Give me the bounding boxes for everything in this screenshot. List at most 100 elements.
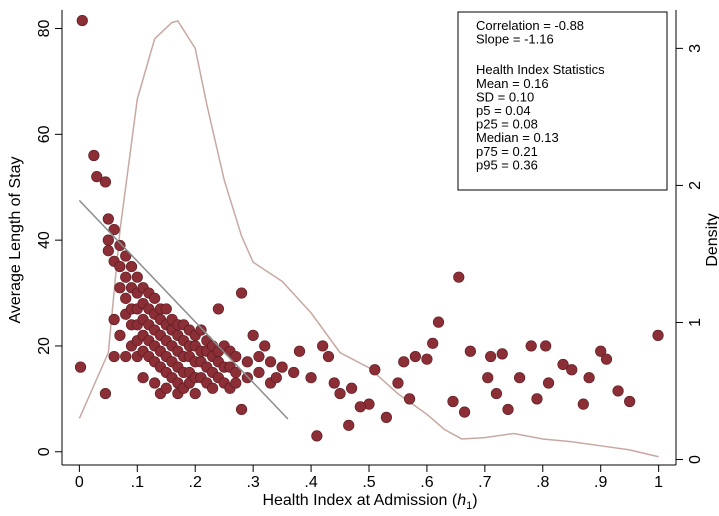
scatter-point [427,337,439,349]
scatter-point [230,350,242,363]
scatter-point [464,345,476,357]
scatter-point [514,372,526,384]
scatter-point [624,395,636,408]
y2-axis-label: Density [704,213,719,266]
scatter-point [253,366,265,379]
scatter-point [114,260,126,273]
scatter-point [482,372,494,384]
scatter-point [612,385,624,397]
scatter-point [346,382,358,394]
scatter-point [600,353,613,365]
y-tick-label: 80 [36,20,53,38]
stats-box [457,11,668,191]
x-tick-label: .9 [594,474,607,491]
scatter-point [540,340,552,352]
y2-tick-label: 1 [687,318,704,327]
x-tick-label: .3 [246,474,259,491]
scatter-point [189,387,201,400]
y-tick-label: 0 [36,447,53,456]
scatter-point [212,303,224,315]
y-tick-label: 40 [36,231,53,249]
scatter-point [120,350,132,363]
scatter-point [276,361,288,373]
scatter-point [264,356,277,368]
scatter-point [583,372,595,384]
y-axis-label: Average Length of Stay [7,157,24,324]
scatter-point [525,340,537,352]
scatter-point [392,377,404,389]
scatter-point [409,350,421,363]
scatter-point [343,419,355,431]
scatter-point [114,329,126,341]
scatter-point [334,387,346,400]
scatter-point [259,340,271,352]
stat-line: Mean = 0.16 [476,76,549,91]
scatter-point [137,372,149,384]
scatter-point [369,364,381,376]
y-tick-label: 20 [36,337,53,355]
stat-line: p5 = 0.04 [476,103,531,118]
scatter-point [566,364,578,376]
scatter-point [247,329,259,341]
scatter-point [99,387,112,400]
scatter-point [317,340,329,352]
stat-line: Correlation = -0.88 [476,18,584,33]
scatter-point [74,361,87,373]
scatter-point [108,223,120,236]
scatter-point [120,292,132,304]
scatter-point [108,313,120,326]
x-tick-label: .2 [189,474,202,491]
stat-line: p25 = 0.08 [476,117,538,132]
scatter-point [114,282,126,294]
scatter-point [288,366,300,379]
x-tick-label: 1 [654,474,663,491]
scatter-point [453,271,465,283]
scatter-point [502,403,514,416]
scatter-point [120,271,132,283]
y2-tick-label: 0 [687,455,704,464]
scatter-point [496,348,508,360]
scatter-point [652,329,664,341]
scatter-point [432,316,445,328]
x-tick-label: .8 [536,474,549,491]
scatter-point [125,260,138,273]
scatter-point [114,239,126,252]
scatter-point [557,358,569,371]
scatter-point [293,345,306,357]
x-label-text: Health Index at Admission ( [262,492,457,509]
stat-line: Median = 0.13 [476,130,559,145]
stats-title: Health Index Statistics [476,62,605,77]
scatter-point [88,149,100,162]
scatter-point [241,356,253,368]
scatter-point [311,430,323,442]
scatter-point [253,350,265,363]
x-label-sub: 1 [466,500,472,512]
y2-tick-label: 2 [687,181,704,190]
scatter-point [421,353,433,365]
x-label-close: ) [472,492,477,509]
scatter-point [102,245,114,257]
x-tick-label: .1 [131,474,144,491]
scatter-point [235,287,248,299]
scatter-point [328,377,340,389]
x-tick-label: .5 [362,474,375,491]
stat-line: SD = 0.10 [476,89,534,104]
scatter-point [102,234,114,246]
fit-line [78,199,289,420]
scatter-point [120,250,132,262]
x-tick-label: 0 [75,474,84,491]
scatter-point [99,176,112,188]
scatter-point [131,271,143,283]
x-tick-label: .7 [478,474,491,491]
stat-line: p95 = 0.36 [476,157,538,172]
stat-line: p75 = 0.21 [476,144,538,159]
scatter-point [195,324,207,336]
scatter-point [102,213,114,225]
scatter-point [447,395,459,408]
scatter-point [531,393,543,405]
scatter-point [160,382,172,394]
scatter-point [354,401,366,413]
scatter-point [270,372,282,384]
y2-tick-label: 3 [687,44,704,53]
